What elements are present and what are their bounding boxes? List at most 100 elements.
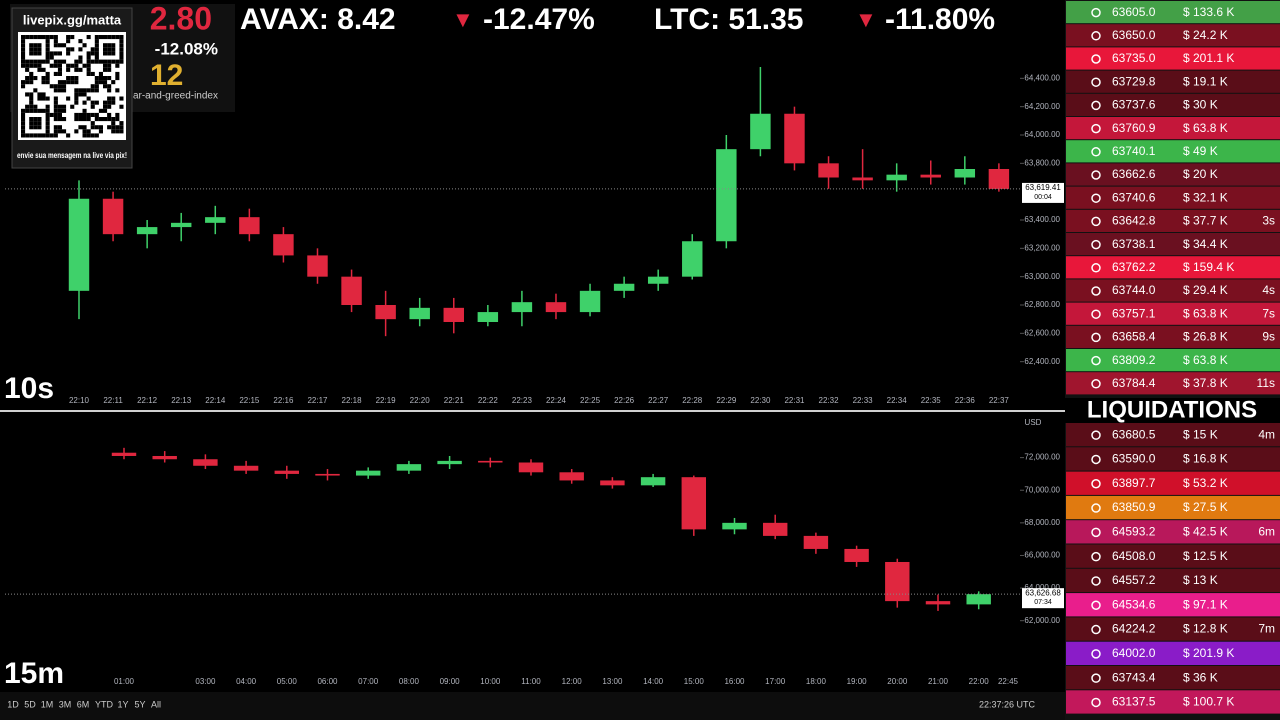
qr-cell — [53, 71, 58, 76]
qr-cell — [70, 47, 75, 52]
lead-price: 2.80 — [150, 0, 212, 36]
qr-cell — [107, 43, 112, 48]
row-price: 63740.6 — [1112, 190, 1156, 204]
qr-cell — [57, 125, 62, 130]
x-tick-label: 22:35 — [921, 396, 942, 405]
qr-cell — [94, 84, 99, 89]
qr-cell — [78, 67, 83, 72]
qr-cell — [33, 76, 38, 81]
qr-cell — [111, 129, 116, 134]
candle-body — [68, 198, 90, 291]
qr-cell — [45, 129, 50, 134]
qr-cell — [49, 133, 54, 138]
qr-cell — [53, 43, 58, 48]
qr-cell — [62, 88, 67, 93]
candle-body — [803, 535, 829, 549]
qr-cell — [37, 96, 42, 101]
qr-cell — [66, 47, 71, 52]
x-tick-label: 09:00 — [440, 677, 461, 686]
range-button[interactable]: All — [151, 699, 161, 709]
candle-body — [559, 472, 584, 481]
qr-cell — [21, 117, 26, 122]
qr-cell — [107, 76, 112, 81]
qr-cell — [103, 104, 108, 109]
row-icon — [1091, 454, 1101, 465]
qr-cell — [57, 108, 62, 113]
qr-cell — [21, 112, 26, 117]
row-amount: $ 27.5 K — [1183, 500, 1228, 514]
row-bg — [1066, 593, 1280, 617]
qr-cell — [37, 108, 42, 113]
qr-cell — [41, 108, 46, 113]
qr-cell — [90, 59, 95, 64]
x-tick-label: 18:00 — [806, 677, 827, 686]
qr-cell — [45, 112, 50, 117]
qr-cell — [98, 59, 103, 64]
qr-cell — [57, 129, 62, 134]
qr-cell — [57, 51, 62, 56]
x-tick-label: 08:00 — [399, 677, 420, 686]
qr-cell — [37, 43, 42, 48]
x-tick-label: 22:14 — [205, 396, 226, 405]
row-time: 4s — [1262, 283, 1275, 297]
x-tick-label: 22:24 — [546, 396, 567, 405]
qr-cell — [107, 112, 112, 117]
qr-cell — [94, 59, 99, 64]
qr-cell — [29, 51, 34, 56]
candle-body — [477, 312, 499, 322]
range-button[interactable]: 5Y — [134, 699, 145, 709]
qr-cell — [21, 55, 26, 60]
qr-cell — [107, 125, 112, 130]
qr-cell — [107, 88, 112, 93]
x-tick-label: 03:00 — [195, 677, 216, 686]
candle-body — [511, 302, 533, 313]
range-button[interactable]: 1M — [41, 699, 54, 709]
row-price: 63757.1 — [1112, 306, 1156, 320]
y-tick-label: 63,400.00 — [1024, 215, 1060, 224]
qr-cell — [29, 125, 34, 130]
row-amount: $ 34.4 K — [1183, 237, 1228, 251]
range-button[interactable]: 1D — [7, 699, 19, 709]
row-price: 63737.6 — [1112, 98, 1156, 112]
qr-cell — [107, 47, 112, 52]
qr-cell — [107, 100, 112, 105]
candle-body — [716, 149, 737, 242]
qr-cell — [41, 80, 46, 85]
x-tick-label: 01:00 — [114, 677, 135, 686]
candle-body — [885, 561, 910, 602]
range-button[interactable]: 6M — [77, 699, 90, 709]
qr-cell — [29, 104, 34, 109]
qr-cell — [94, 35, 99, 40]
range-button[interactable]: 3M — [59, 699, 72, 709]
qr-cell — [57, 67, 62, 72]
row-price: 63762.2 — [1112, 260, 1156, 274]
qr-cell — [107, 59, 112, 64]
qr-cell — [45, 96, 50, 101]
row-price: 63743.4 — [1112, 670, 1156, 684]
range-button[interactable]: YTD — [95, 699, 114, 709]
range-button[interactable]: 1Y — [117, 699, 128, 709]
x-tick-label: 22:10 — [69, 396, 90, 405]
qr-cell — [94, 112, 99, 117]
x-tick-label: 11:00 — [521, 677, 541, 686]
qr-cell — [45, 43, 50, 48]
candle-body — [852, 177, 873, 181]
qr-cell — [62, 104, 67, 109]
qr-cell — [111, 35, 116, 40]
range-button[interactable]: 5D — [24, 699, 36, 709]
qr-cell — [107, 63, 112, 68]
qr-cell — [103, 43, 108, 48]
qr-cell — [115, 76, 120, 81]
row-price: 63809.2 — [1112, 353, 1156, 367]
qr-cell — [45, 47, 50, 52]
qr-cell — [111, 117, 116, 122]
qr-cell — [98, 108, 103, 113]
qr-cell — [53, 108, 58, 113]
row-amount: $ 63.8 K — [1183, 353, 1228, 367]
qr-pattern — [21, 35, 124, 138]
qr-cell — [33, 117, 38, 122]
qr-cell — [82, 112, 87, 117]
candle-body — [409, 307, 430, 320]
row-price: 63784.4 — [1112, 376, 1156, 390]
qr-cell — [62, 80, 67, 85]
